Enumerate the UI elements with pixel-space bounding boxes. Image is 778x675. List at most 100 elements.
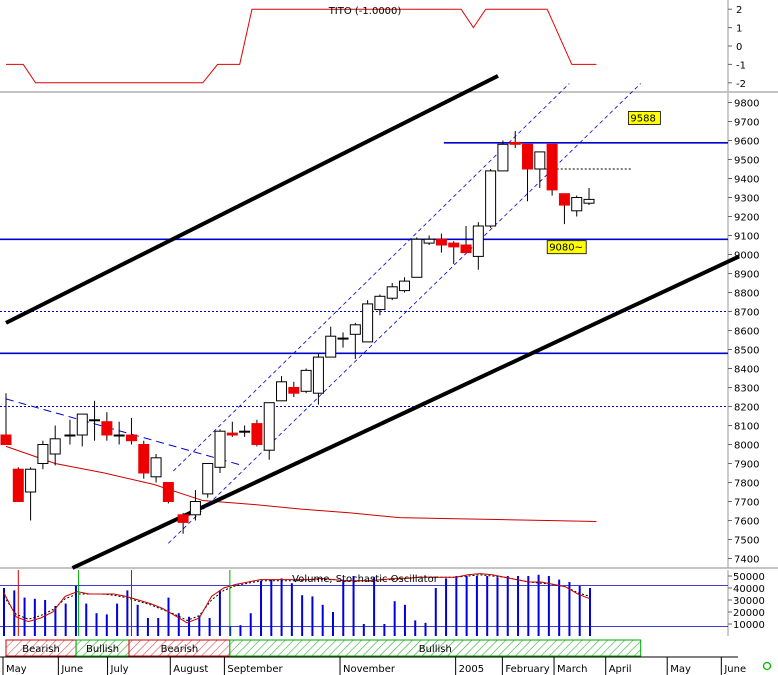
candle-body (571, 197, 583, 212)
price-tick-label: 8100 (734, 422, 759, 433)
trend-line (173, 83, 570, 472)
price-tick-label: 8600 (734, 327, 759, 338)
month-label: March (557, 664, 587, 675)
status-circle-icon (762, 661, 772, 671)
month-label: June (60, 664, 83, 675)
candle-body (276, 381, 288, 402)
volume-tick-label: 50000 (733, 572, 765, 583)
candle-body (239, 430, 251, 433)
indicator-tick-label: 0 (736, 42, 742, 53)
price-tick-label: 8200 (734, 403, 759, 414)
trend-line (5, 74, 499, 325)
stochastic-d-line (3, 574, 591, 621)
candle-body (534, 151, 546, 170)
price-label-box (546, 240, 587, 255)
price-tick-label: 9100 (734, 232, 759, 243)
phase-band (229, 639, 642, 657)
price-tick-label: 8300 (734, 384, 759, 395)
price-tick-label: 7500 (734, 536, 759, 547)
phase-label: Bullish (419, 644, 452, 655)
month-label: September (227, 664, 283, 675)
candle-body (288, 387, 300, 394)
month-label: August (173, 664, 208, 675)
candle-body (423, 238, 435, 244)
trend-line (71, 254, 740, 570)
candle-body (558, 193, 570, 206)
price-tick-label: 7700 (734, 498, 759, 509)
candle-body (362, 303, 374, 343)
phase-label: Bullish (86, 644, 119, 655)
candle-body (226, 432, 238, 436)
price-tick-label: 8000 (734, 441, 759, 452)
month-label: November (343, 664, 396, 675)
price-label-text: 9080~ (549, 243, 583, 254)
price-tick-label: 8900 (734, 270, 759, 281)
price-tick-label: 9600 (734, 137, 759, 148)
price-label-box (627, 111, 661, 125)
phase-label: Bearish (161, 644, 199, 655)
month-label: July (110, 664, 129, 675)
price-tick-label: 9700 (734, 118, 759, 129)
price-tick-label: 9000 (734, 251, 759, 262)
candle-body (49, 438, 61, 455)
indicator-line (6, 8, 597, 84)
candle-body (263, 402, 275, 451)
volume-tick-label: 30000 (733, 596, 765, 607)
indicator-tick-label: 1 (736, 24, 742, 35)
price-tick-label: 9800 (734, 99, 759, 110)
candle-body (546, 143, 558, 191)
candle-body (448, 242, 460, 248)
price-tick-label: 9400 (734, 175, 759, 186)
candle-body (251, 423, 263, 446)
candle-body (374, 295, 386, 311)
price-tick-label: 7400 (734, 555, 759, 566)
indicator-tick-label: 2 (736, 5, 742, 16)
candle-body (522, 143, 534, 170)
indicator-tick-label: -1 (736, 60, 746, 71)
candle-body (25, 468, 37, 493)
candle-body (189, 501, 201, 516)
candle-body (337, 337, 349, 340)
candle-body (312, 356, 324, 394)
candle-body (583, 198, 595, 204)
price-tick-label: 9300 (734, 194, 759, 205)
candle-body (202, 463, 214, 495)
volume-tick-label: 20000 (733, 608, 765, 619)
time-axis: May June July August September November 2005 Fe… (0, 656, 746, 675)
indicator-label: TITO (-1.0000) (328, 6, 402, 17)
candle-body (460, 244, 472, 254)
candle-body (411, 238, 423, 278)
candle-body (349, 324, 361, 335)
price-tick-label: 8700 (734, 308, 759, 319)
month-label: 2005 (459, 664, 484, 675)
trend-line (168, 83, 641, 544)
candle-body (125, 434, 137, 442)
volume-label: Volume, Stochastic Oscillator (292, 574, 439, 585)
volume-tick-label: 40000 (733, 584, 765, 595)
month-label: February (505, 664, 549, 675)
candle-body (101, 421, 113, 436)
price-label-text: 9588 (630, 114, 655, 125)
phase-bar: Bearish Bullish Bearish Bullish (5, 639, 642, 657)
candle-body (325, 335, 337, 358)
price-tick-label: 8400 (734, 365, 759, 376)
month-label: May (670, 664, 691, 675)
candle-body (435, 238, 447, 246)
volume-tick-label: 10000 (733, 620, 765, 631)
price-tick-label: 7900 (734, 460, 759, 471)
candle-body (497, 143, 509, 172)
price-tick-label: 9500 (734, 156, 759, 167)
candle-body (0, 434, 12, 445)
month-label: April (609, 664, 632, 675)
candle-body (386, 286, 398, 299)
status-indicator (762, 661, 772, 671)
candle-body (150, 457, 162, 478)
candle-body (138, 444, 150, 474)
candle-body (162, 482, 174, 502)
candle-body (177, 514, 189, 523)
candle-body (89, 419, 101, 422)
candle-body (64, 434, 76, 437)
price-panel: 9800 9700 9600 9500 9400 9300 9200 9100 9000 8900… (0, 74, 778, 570)
